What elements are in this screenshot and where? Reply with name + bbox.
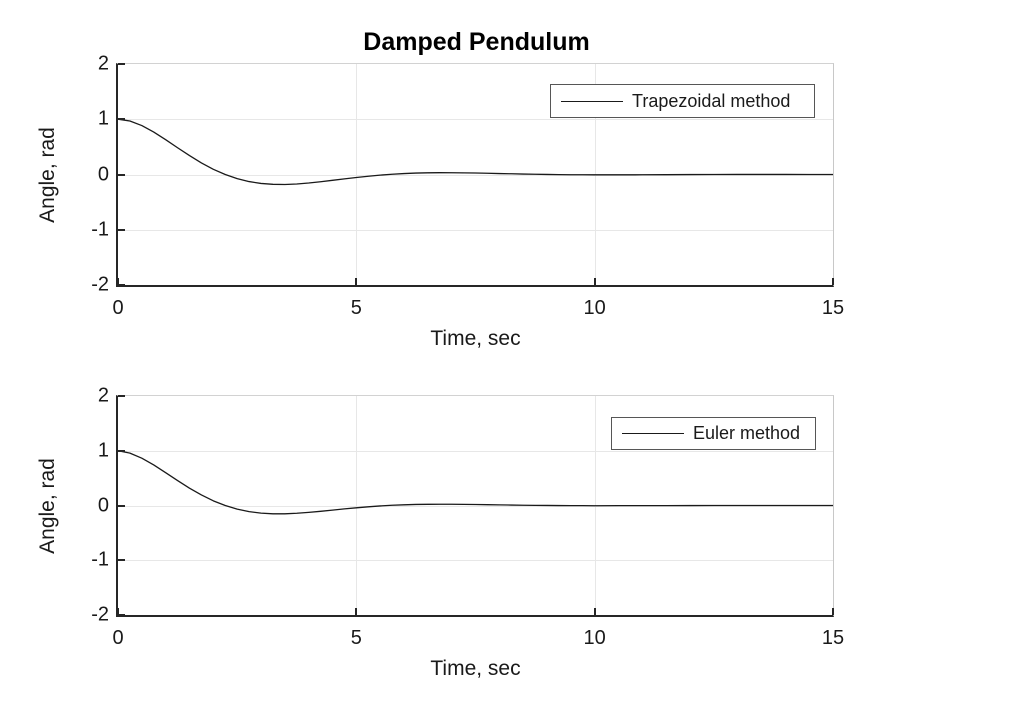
data-curve-canvas bbox=[118, 118, 833, 186]
x-tick-label: 5 bbox=[350, 297, 362, 319]
y-tick-label: 0 bbox=[97, 494, 109, 516]
x-tick-label: 10 bbox=[583, 627, 606, 649]
subplot-trapezoidal: Angle, rad Time, sec Trapezoidal method … bbox=[36, 53, 844, 351]
chart-title: Damped Pendulum bbox=[363, 28, 590, 56]
series-line-trapezoidal-method bbox=[118, 118, 833, 186]
y-tick-mark bbox=[118, 395, 125, 397]
y-axis-label: Angle, rad bbox=[36, 457, 59, 554]
y-axis-label: Angle, rad bbox=[36, 126, 59, 223]
y-tick-mark bbox=[118, 559, 125, 562]
x-axis-label: Time, sec bbox=[430, 657, 521, 680]
y-tick-mark bbox=[118, 63, 125, 65]
h-gridline bbox=[118, 560, 833, 562]
x-tick-label: 15 bbox=[821, 297, 845, 319]
y-tick-label: -2 bbox=[91, 603, 109, 626]
x-tick-label: 0 bbox=[112, 627, 124, 649]
legend-trapezoidal: Trapezoidal method bbox=[550, 84, 815, 118]
x-tick-mark bbox=[593, 608, 596, 615]
y-tick-mark bbox=[118, 118, 125, 121]
x-tick-label: 0 bbox=[112, 297, 124, 319]
x-tick-label: 5 bbox=[350, 627, 362, 649]
y-tick-label: 0 bbox=[97, 163, 109, 185]
y-tick-label: -2 bbox=[91, 273, 109, 296]
x-tick-mark bbox=[355, 278, 358, 285]
legend-label: Euler method bbox=[693, 423, 801, 443]
h-gridline bbox=[118, 505, 833, 507]
y-tick-label: 1 bbox=[97, 107, 109, 130]
legend-line-sample bbox=[561, 100, 623, 102]
legend-line-sample bbox=[622, 433, 684, 434]
h-gridline bbox=[118, 229, 833, 231]
h-gridline bbox=[118, 174, 833, 176]
x-tick-label: 10 bbox=[583, 297, 606, 319]
x-axis-label: Time, sec bbox=[430, 327, 521, 350]
y-tick-mark bbox=[118, 228, 125, 231]
legend-euler: Euler method bbox=[611, 417, 816, 450]
y-tick-mark bbox=[118, 284, 125, 286]
x-tick-mark bbox=[117, 278, 119, 285]
h-gridline bbox=[118, 119, 833, 121]
y-tick-label: 1 bbox=[97, 439, 109, 462]
x-tick-label: 15 bbox=[821, 627, 845, 649]
y-tick-mark bbox=[118, 173, 125, 176]
x-tick-mark bbox=[355, 608, 358, 615]
subplot-euler: Angle, rad Time, sec Euler method 0 5 10 15… bbox=[36, 385, 844, 681]
h-gridline bbox=[118, 450, 833, 452]
y-tick-label: 2 bbox=[97, 52, 109, 75]
x-tick-mark bbox=[832, 278, 834, 285]
y-tick-mark bbox=[118, 504, 125, 507]
x-tick-mark bbox=[593, 278, 596, 285]
x-tick-mark bbox=[832, 608, 834, 615]
data-curve-canvas bbox=[118, 450, 833, 515]
y-tick-mark bbox=[118, 449, 125, 452]
y-tick-label: -1 bbox=[91, 218, 109, 241]
series-line-euler-method bbox=[118, 450, 833, 515]
legend-label: Trapezoidal method bbox=[632, 90, 791, 111]
x-tick-mark bbox=[117, 608, 119, 615]
y-tick-label: -1 bbox=[91, 548, 109, 571]
y-tick-mark bbox=[118, 614, 125, 616]
y-tick-label: 2 bbox=[97, 384, 109, 407]
